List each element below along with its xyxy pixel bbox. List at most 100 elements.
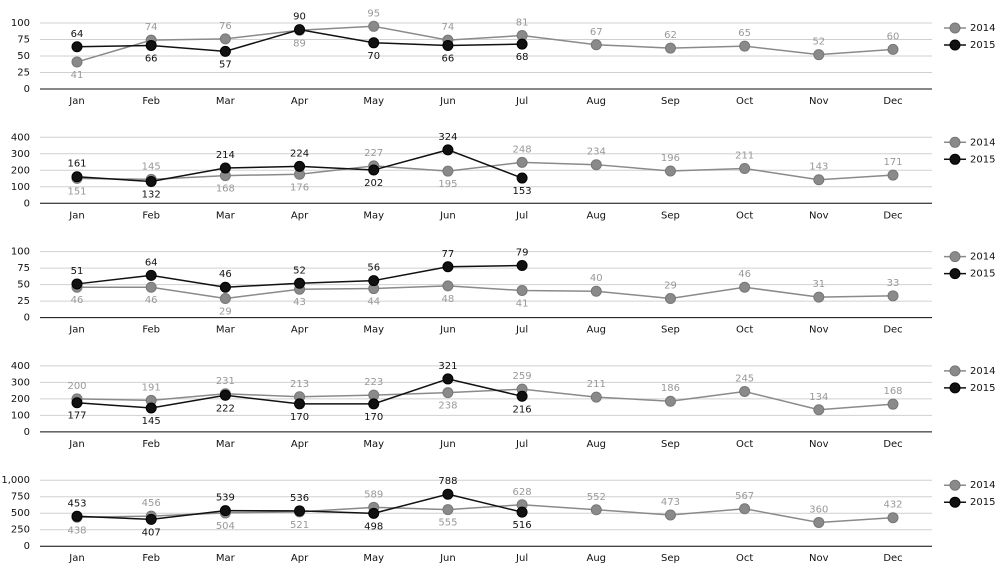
legend-marker (949, 479, 961, 491)
y-tick-label: 300 (11, 377, 30, 388)
data-point (219, 162, 231, 174)
data-label: 89 (293, 38, 306, 49)
data-point (813, 404, 825, 416)
data-point (516, 390, 528, 402)
data-label: 79 (516, 247, 529, 258)
data-point (71, 171, 83, 183)
data-point (442, 165, 454, 177)
data-point (368, 507, 380, 519)
data-label: 43 (293, 297, 306, 308)
series-line (77, 285, 894, 300)
x-tick-label: Jan (68, 96, 84, 107)
x-tick-label: Jun (439, 210, 456, 221)
data-label: 196 (661, 153, 680, 164)
data-point (442, 144, 454, 156)
data-point (294, 277, 306, 289)
data-point (739, 281, 751, 293)
legend-label: 2014 (970, 23, 995, 34)
x-tick-label: Apr (291, 439, 309, 450)
data-point (664, 509, 676, 521)
data-point (219, 33, 231, 45)
series-line (76, 388, 894, 411)
data-point (590, 504, 602, 516)
data-label: 177 (67, 411, 86, 422)
series-line (76, 504, 894, 524)
x-tick-label: Nov (809, 210, 829, 221)
data-point (887, 43, 899, 55)
data-label: 407 (142, 527, 161, 538)
x-tick-label: Aug (587, 325, 607, 336)
x-tick-label: May (363, 325, 384, 336)
x-tick-label: Aug (587, 210, 607, 221)
y-tick-label: 1,000 (1, 475, 30, 486)
legend-marker (949, 153, 961, 165)
data-point (71, 41, 83, 53)
data-point (294, 160, 306, 172)
data-label: 168 (883, 386, 902, 397)
y-tick-label: 75 (17, 35, 30, 46)
data-point (219, 389, 231, 401)
data-label: 555 (438, 518, 457, 529)
data-point (219, 281, 231, 293)
y-tick-label: 0 (24, 541, 30, 552)
x-tick-label: Jan (68, 439, 84, 450)
data-label: 259 (513, 371, 532, 382)
data-label: 40 (590, 273, 603, 284)
data-label: 65 (738, 28, 751, 39)
x-tick-label: Dec (883, 96, 902, 107)
x-tick-label: Feb (142, 325, 160, 336)
data-point (71, 56, 83, 68)
data-label: 143 (809, 162, 828, 173)
data-label: 539 (216, 493, 235, 504)
data-point (442, 387, 454, 399)
legend-label: 2015 (970, 497, 995, 508)
data-label: 168 (216, 184, 235, 195)
data-label: 134 (809, 392, 828, 403)
x-tick-label: Sep (661, 325, 680, 336)
data-point (368, 275, 380, 287)
data-label: 60 (887, 31, 900, 42)
data-point (368, 398, 380, 410)
data-point (368, 164, 380, 176)
x-tick-label: Jun (439, 553, 456, 564)
x-tick-label: Feb (142, 439, 160, 450)
data-label: 46 (71, 295, 84, 306)
data-label: 74 (145, 22, 158, 33)
y-tick-label: 750 (11, 492, 30, 503)
x-tick-label: Oct (736, 210, 753, 221)
y-tick-label: 400 (11, 132, 30, 143)
data-label: 46 (145, 295, 158, 306)
data-point (442, 39, 454, 51)
data-label: 76 (219, 21, 232, 32)
x-tick-label: Sep (661, 439, 680, 450)
data-point (219, 45, 231, 57)
data-point (294, 505, 306, 517)
data-label: 70 (367, 51, 380, 62)
data-label: 151 (67, 186, 86, 197)
data-point (739, 503, 751, 515)
x-tick-label: Sep (661, 553, 680, 564)
data-label: 227 (364, 148, 383, 159)
legend-marker (949, 136, 961, 148)
data-label: 51 (71, 266, 84, 277)
y-tick-label: 100 (11, 410, 30, 421)
x-tick-label: Oct (736, 325, 753, 336)
data-point (145, 281, 157, 293)
y-tick-label: 500 (11, 508, 30, 519)
legend-label: 2015 (970, 154, 995, 165)
data-label: 64 (71, 29, 84, 40)
data-label: 46 (219, 269, 232, 280)
data-label: 453 (67, 498, 86, 509)
data-label: 56 (367, 263, 380, 274)
x-tick-label: Jul (515, 439, 528, 450)
x-tick-label: Aug (587, 553, 607, 564)
x-tick-label: Sep (661, 96, 680, 107)
data-label: 456 (142, 498, 161, 509)
y-tick-label: 100 (11, 18, 30, 29)
legend-label: 2014 (970, 480, 995, 491)
data-point (294, 24, 306, 36)
x-tick-label: Dec (883, 210, 902, 221)
data-point (145, 269, 157, 281)
data-point (739, 385, 751, 397)
data-point (442, 261, 454, 273)
